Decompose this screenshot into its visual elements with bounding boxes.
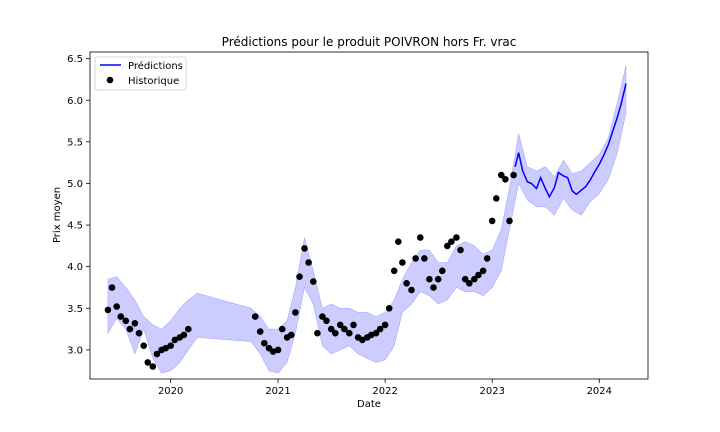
y-tick-label: 4.5: [67, 221, 83, 232]
history-point: [301, 245, 308, 252]
history-point: [390, 267, 398, 275]
plot-area: [104, 65, 627, 374]
history-point: [466, 280, 473, 287]
history-point: [292, 309, 299, 316]
history-point: [498, 171, 505, 179]
history-point: [439, 267, 446, 275]
history-point: [122, 317, 130, 325]
history-point: [448, 238, 455, 245]
y-tick-label: 3.0: [67, 345, 83, 356]
history-point: [412, 255, 419, 262]
history-point: [256, 328, 264, 335]
x-axis-label: Date: [357, 399, 381, 410]
y-tick-label: 5.5: [67, 137, 83, 148]
history-point: [372, 329, 380, 337]
history-point: [403, 280, 410, 287]
history-point: [108, 284, 116, 291]
y-tick-label: 6.5: [67, 54, 83, 65]
history-point: [162, 344, 169, 352]
history-point: [126, 325, 134, 333]
history-point: [288, 331, 295, 339]
y-tick-label: 5.0: [67, 179, 83, 190]
history-point: [453, 234, 460, 241]
legend: Prédictions Historique: [94, 56, 187, 91]
history-point: [153, 350, 161, 358]
history-point: [341, 325, 348, 333]
y-axis: 3.0 3.5 4.0 4.5 5.0 5.5 6.0 6.5: [67, 54, 90, 356]
x-tick-label: 2021: [265, 386, 290, 397]
history-point: [434, 275, 442, 283]
history-point: [381, 321, 389, 329]
history-point: [493, 195, 500, 202]
legend-marker-swatch: [106, 76, 114, 84]
x-axis: 2020 2021 2022 2023 2024: [158, 379, 612, 397]
history-point: [185, 325, 192, 333]
y-tick-label: 3.5: [67, 304, 83, 315]
y-tick-label: 6.0: [67, 96, 83, 107]
history-point: [117, 313, 125, 320]
history-point: [430, 284, 437, 291]
history-point: [346, 329, 353, 337]
prediction-line: [514, 83, 627, 199]
history-point: [457, 246, 464, 254]
x-tick-label: 2023: [479, 386, 504, 397]
history-point: [261, 339, 268, 347]
history-point: [171, 336, 179, 344]
history-point: [278, 325, 286, 333]
history-point: [180, 331, 188, 339]
history-point: [461, 275, 469, 283]
history-point: [488, 217, 496, 225]
history-point: [135, 329, 143, 337]
history-point: [323, 317, 330, 325]
history-point: [510, 171, 517, 179]
history-point: [327, 325, 335, 333]
history-point: [483, 255, 491, 262]
legend-label-predictions: Prédictions: [128, 60, 183, 72]
history-point: [336, 321, 344, 329]
x-tick-label: 2024: [587, 386, 612, 397]
history-point: [421, 255, 428, 262]
history-point: [408, 286, 415, 294]
history-point: [332, 329, 339, 337]
history-point: [296, 273, 303, 281]
history-point: [314, 329, 321, 337]
history-point: [426, 275, 433, 283]
history-point: [479, 267, 487, 275]
history-point: [506, 217, 513, 225]
history-point: [475, 271, 482, 279]
history-point: [376, 325, 384, 333]
history-point: [104, 306, 112, 314]
history-point: [131, 320, 139, 327]
history-point: [144, 359, 152, 366]
history-point: [149, 363, 157, 370]
history-point: [385, 305, 393, 312]
history-point: [359, 336, 366, 344]
history-point: [269, 348, 277, 355]
history-point: [140, 342, 147, 350]
legend-label-history: Historique: [128, 76, 179, 87]
history-point: [417, 234, 424, 241]
x-tick-label: 2020: [158, 386, 183, 397]
history-point: [310, 278, 317, 285]
y-tick-label: 4.0: [67, 262, 83, 273]
history-point: [395, 238, 402, 245]
history-point: [113, 303, 120, 310]
history-point: [305, 259, 312, 266]
confidence-band: [107, 65, 627, 374]
y-axis-label: Prix moyen: [52, 187, 63, 243]
plot-frame: [89, 51, 649, 380]
history-point: [274, 346, 282, 354]
chart-title: Prédictions pour le produit POIVRON hors…: [222, 35, 517, 49]
history-point: [444, 242, 451, 250]
x-tick-label: 2022: [372, 386, 397, 397]
history-point: [502, 176, 509, 183]
history-point: [399, 259, 406, 266]
history-point: [167, 342, 174, 350]
history-point: [251, 313, 259, 320]
history-point: [319, 313, 326, 320]
history-point: [350, 321, 357, 329]
history-point: [471, 275, 478, 283]
